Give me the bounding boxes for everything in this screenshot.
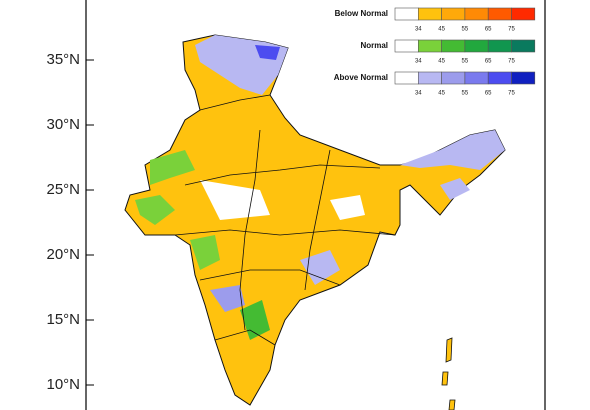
normal-patch [190, 235, 220, 270]
legend-tick: 65 [485, 27, 492, 33]
legend-swatch [511, 39, 536, 53]
legend-swatch [417, 39, 442, 53]
latitude-label: 35°N [46, 51, 80, 68]
legend-swatch [441, 39, 466, 53]
latitude-label: 20°N [46, 246, 80, 263]
normal-patch [150, 150, 195, 185]
white-patch [200, 180, 270, 220]
above-normal-patch [210, 285, 245, 312]
legend-tick: 75 [508, 91, 515, 97]
legend-label: Below Normal [335, 9, 388, 18]
legend-swatch [417, 7, 442, 21]
white-patch [330, 195, 365, 220]
legend-swatch [464, 71, 489, 85]
legend-tick: 65 [485, 91, 492, 97]
state-border [199, 94, 271, 111]
above-normal-patch [440, 178, 470, 200]
legend-swatch [394, 7, 419, 21]
state-border [239, 129, 261, 331]
state-border [184, 164, 381, 186]
state-border [214, 329, 276, 346]
above-normal-patch [400, 130, 505, 170]
legend-tick: 65 [485, 59, 492, 65]
legend-swatch [487, 71, 512, 85]
india-map [124, 34, 506, 410]
legend-tick: 34 [415, 27, 422, 33]
legend: Below Normal 34 45 55 65 75 Normal 34 45 55 65 75 Ab… [334, 7, 536, 97]
latitude-label: 10°N [46, 376, 80, 393]
normal-patch [240, 300, 270, 340]
country-shape [124, 34, 506, 406]
latitude-label: 25°N [46, 181, 80, 198]
legend-tick: 45 [438, 59, 445, 65]
island [448, 399, 456, 410]
island [441, 371, 449, 386]
legend-swatch [511, 7, 536, 21]
state-border [199, 269, 341, 286]
legend-swatch [487, 39, 512, 53]
legend-label: Above Normal [334, 73, 388, 82]
legend-tick: 45 [438, 91, 445, 97]
latitude-label: 30°N [46, 116, 80, 133]
legend-swatch [441, 7, 466, 21]
legend-tick: 55 [462, 91, 469, 97]
legend-swatch [464, 7, 489, 21]
legend-swatch [394, 71, 419, 85]
legend-tick: 75 [508, 27, 515, 33]
legend-tick: 55 [462, 27, 469, 33]
legend-tick: 45 [438, 27, 445, 33]
legend-swatch [394, 39, 419, 53]
island [445, 337, 453, 363]
latitude-label: 15°N [46, 311, 80, 328]
legend-swatch [441, 71, 466, 85]
legend-label: Normal [360, 41, 388, 50]
legend-tick: 34 [415, 59, 422, 65]
latitude-axis: 35°N 30°N 25°N 20°N 15°N 10°N [46, 51, 94, 393]
above-normal-patch [255, 45, 280, 60]
legend-tick: 75 [508, 59, 515, 65]
legend-swatch [417, 71, 442, 85]
state-border [304, 149, 331, 291]
legend-swatch [487, 7, 512, 21]
above-normal-patch [300, 250, 340, 285]
normal-patch [135, 195, 175, 225]
legend-swatch [464, 39, 489, 53]
legend-tick: 55 [462, 59, 469, 65]
legend-swatch [511, 71, 536, 85]
legend-tick: 34 [415, 91, 422, 97]
state-border [174, 229, 396, 236]
